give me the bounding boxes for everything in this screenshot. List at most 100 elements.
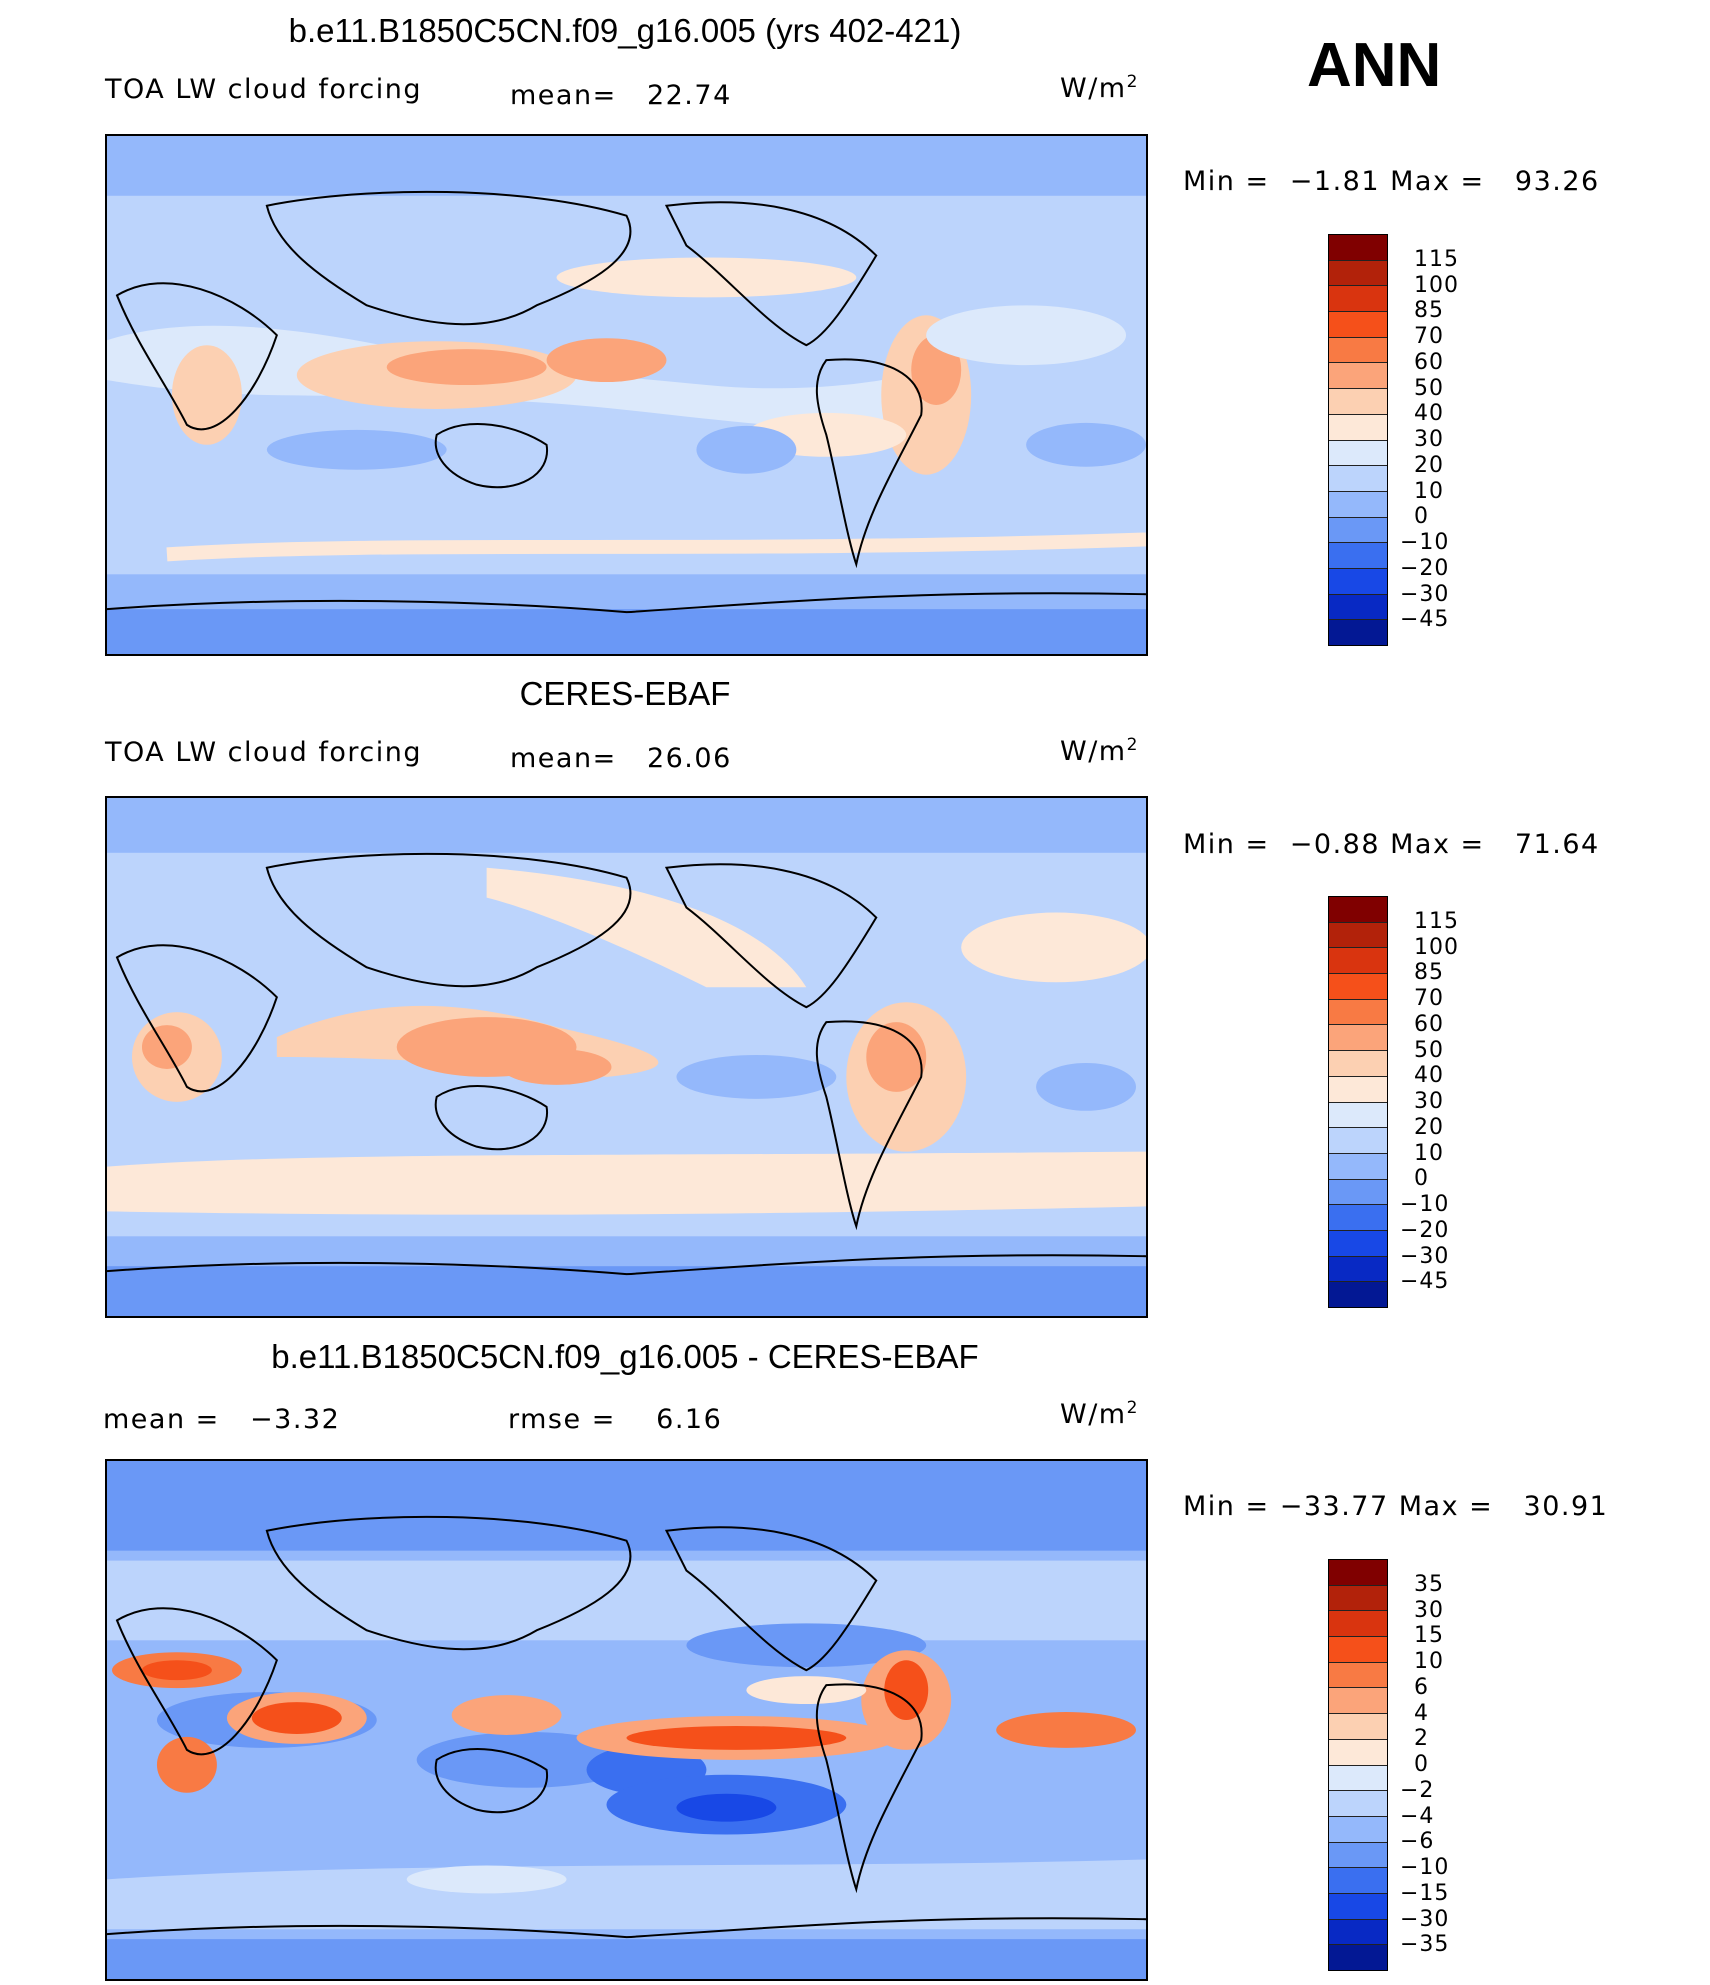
colorbar-swatch: [1329, 1585, 1387, 1612]
panel-1-minmax: Min = −1.81 Max = 93.26: [1183, 166, 1600, 197]
colorbar-tick-label: 2: [1414, 1726, 1429, 1752]
colorbar-tick-label: −6: [1400, 1829, 1435, 1855]
colorbar-tick-label: −20: [1400, 555, 1450, 581]
colorbar-swatch: [1329, 620, 1387, 645]
colorbar-swatch: [1329, 1051, 1387, 1077]
colorbar-tick-label: −2: [1400, 1777, 1435, 1803]
colorbar-swatch: [1329, 1611, 1387, 1638]
panel-3-map: [105, 1459, 1148, 1981]
colorbar-swatch: [1329, 491, 1387, 518]
colorbar-tick-label: −10: [1400, 1855, 1450, 1880]
panel-1-colorbar-labels: 115 100 85 70 60 50 40 30 20 10 0 −10 −20 −30 −45: [1400, 234, 1520, 646]
colorbar-swatch: [1329, 286, 1387, 313]
max-value: 71.64: [1514, 829, 1600, 860]
panel-1-mean-label: mean= 22.74: [510, 80, 732, 111]
colorbar-swatch: [1329, 948, 1387, 975]
colorbar-tick-label: 85: [1414, 960, 1444, 986]
colorbar-tick-label: −30: [1400, 1906, 1450, 1932]
panel-2-variable-label: TOA LW cloud forcing: [105, 737, 422, 768]
colorbar-tick-label: −45: [1400, 1269, 1450, 1295]
panel-3-minmax: Min = −33.77 Max = 30.91: [1183, 1491, 1608, 1522]
colorbar-tick-label: 100: [1414, 934, 1459, 960]
units-exponent: 2: [1126, 1398, 1139, 1418]
max-value: 30.91: [1523, 1491, 1609, 1522]
colorbar-swatch: [1329, 389, 1387, 415]
colorbar-tick-label: 40: [1414, 1063, 1444, 1089]
colorbar-swatch: [1329, 1791, 1387, 1817]
min-value: −0.88: [1289, 829, 1381, 860]
colorbar-tick-label: 100: [1414, 272, 1459, 298]
colorbar-tick-label: 115: [1414, 246, 1459, 272]
units-text: W/m: [1060, 736, 1127, 767]
panel-3-rmse-label: rmse = 6.16: [508, 1404, 722, 1435]
colorbar-swatch: [1329, 594, 1387, 621]
colorbar-swatch: [1329, 1919, 1387, 1946]
colorbar-swatch: [1329, 897, 1387, 923]
colorbar-swatch: [1329, 1688, 1387, 1715]
colorbar-tick-label: −30: [1400, 1243, 1450, 1269]
colorbar-tick-label: 30: [1414, 1597, 1444, 1623]
panel-2-colorbar: [1328, 896, 1388, 1308]
colorbar-swatch: [1329, 543, 1387, 569]
colorbar-tick-label: 4: [1414, 1700, 1429, 1726]
colorbar-swatch: [1329, 1230, 1387, 1257]
colorbar-tick-label: 10: [1414, 1140, 1444, 1166]
panel-1-mean-text: mean=: [510, 80, 617, 111]
panel-2-colorbar-labels: 115 100 85 70 60 50 40 30 20 10 0 −10 −20 −30 −45: [1400, 896, 1520, 1308]
colorbar-swatch: [1329, 1662, 1387, 1689]
colorbar-tick-label: −45: [1400, 607, 1450, 633]
colorbar-tick-label: 10: [1414, 478, 1444, 504]
colorbar-tick-label: 20: [1414, 452, 1444, 478]
min-value: −33.77: [1279, 1491, 1389, 1522]
colorbar-swatch: [1329, 1282, 1387, 1307]
units-text: W/m: [1060, 73, 1127, 104]
units-text: W/m: [1060, 1399, 1127, 1430]
units-exponent: 2: [1126, 72, 1139, 92]
colorbar-swatch: [1329, 517, 1387, 544]
panel-3-rmse-text: rmse =: [508, 1404, 616, 1435]
panel-1-colorbar: [1328, 234, 1388, 646]
colorbar-swatch: [1329, 414, 1387, 441]
panel-3-mean-value: −3.32: [250, 1404, 341, 1435]
panel-2-mean-value: 26.06: [646, 743, 732, 774]
colorbar-swatch: [1329, 922, 1387, 949]
colorbar-tick-label: 60: [1414, 1011, 1444, 1037]
colorbar-swatch: [1329, 1205, 1387, 1231]
min-label: Min =: [1183, 166, 1270, 197]
colorbar-tick-label: 50: [1414, 1037, 1444, 1063]
colorbar-tick-label: 115: [1414, 908, 1459, 934]
colorbar-tick-label: 20: [1414, 1114, 1444, 1140]
colorbar-tick-label: 15: [1414, 1623, 1444, 1649]
panel-3-rmse-value: 6.16: [656, 1404, 723, 1435]
colorbar-swatch: [1329, 466, 1387, 492]
min-value: −1.81: [1289, 166, 1381, 197]
colorbar-swatch: [1329, 1076, 1387, 1103]
colorbar-swatch: [1329, 260, 1387, 287]
panel-3-colorbar: [1328, 1559, 1388, 1971]
colorbar-swatch: [1329, 1816, 1387, 1843]
colorbar-tick-label: 0: [1414, 1752, 1429, 1777]
colorbar-tick-label: −20: [1400, 1217, 1450, 1243]
colorbar-swatch: [1329, 568, 1387, 595]
colorbar-swatch: [1329, 235, 1387, 261]
colorbar-tick-label: 40: [1414, 401, 1444, 427]
panel-1-variable-label: TOA LW cloud forcing: [105, 74, 422, 105]
max-label: Max =: [1390, 829, 1485, 860]
panel-3-title: b.e11.B1850C5CN.f09_g16.005 - CERES-EBAF: [271, 1338, 979, 1375]
colorbar-tick-label: −10: [1400, 1192, 1450, 1217]
colorbar-swatch: [1329, 1714, 1387, 1740]
panel-2-units: W/m2: [1060, 735, 1139, 767]
units-exponent: 2: [1126, 735, 1139, 755]
colorbar-tick-label: 50: [1414, 375, 1444, 401]
colorbar-tick-label: 70: [1414, 986, 1444, 1011]
colorbar-tick-label: −35: [1400, 1932, 1450, 1958]
colorbar-swatch: [1329, 1739, 1387, 1766]
colorbar-swatch: [1329, 999, 1387, 1026]
colorbar-swatch: [1329, 1945, 1387, 1970]
colorbar-swatch: [1329, 1179, 1387, 1206]
panel-3-units: W/m2: [1060, 1398, 1139, 1430]
panel-3-mean-label: mean = −3.32: [103, 1404, 340, 1435]
colorbar-tick-label: 85: [1414, 298, 1444, 324]
colorbar-tick-label: 30: [1414, 427, 1444, 452]
panel-3-colorbar-labels: 35 30 15 10 6 4 2 0 −2 −4 −6 −10 −15 −30 −35: [1400, 1559, 1520, 1971]
